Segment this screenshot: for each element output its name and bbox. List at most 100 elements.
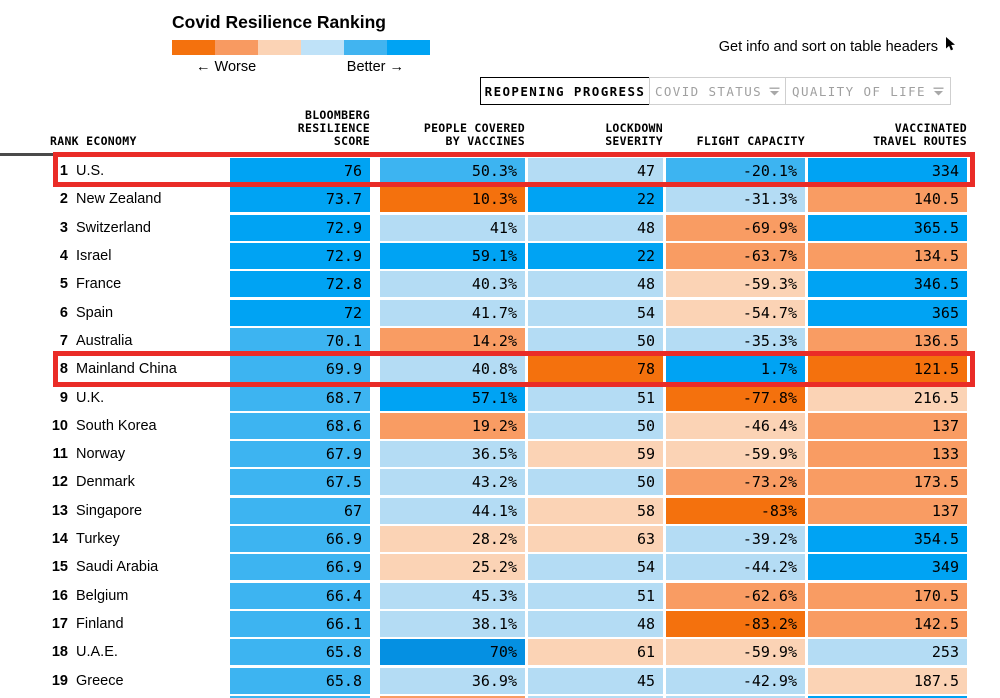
tab-label: COVID STATUS	[654, 83, 763, 99]
table-row: 6 Spain 72 41.7% 54 -54.7% 365	[40, 299, 967, 326]
score-cell: 68.6	[230, 412, 370, 439]
lockdown-cell: 54	[528, 299, 663, 326]
vaccines-cell: 41.7%	[380, 299, 525, 326]
score-cell: 67.9	[230, 441, 370, 468]
score-cell: 76	[230, 158, 370, 184]
table-row: 5 France 72.8 40.3% 48 -59.3% 346.5	[40, 271, 967, 298]
lockdown-cell: 50	[528, 327, 663, 354]
routes-cell: 253	[808, 639, 967, 666]
score-cell: 65.8	[230, 639, 370, 666]
score-cell: 66.1	[230, 611, 370, 637]
routes-cell: 216.5	[808, 384, 967, 411]
economy-cell: 19 Greece	[40, 667, 230, 694]
score-cell: 67	[230, 497, 370, 524]
rank-value: 16	[51, 587, 68, 604]
table-row: 7 Australia 70.1 14.2% 50 -35.3% 136.5	[40, 327, 967, 354]
rank-value: 8	[59, 361, 68, 378]
lockdown-cell: 22	[528, 186, 663, 213]
header-lockdown-severity[interactable]: LOCKDOWN SEVERITY	[605, 121, 663, 148]
lockdown-cell: 63	[528, 526, 663, 553]
routes-cell: 121.5	[808, 356, 967, 383]
header-people-covered[interactable]: PEOPLE COVERED BY VACCINES	[423, 121, 525, 148]
flight-cell: -54.7%	[666, 299, 805, 326]
lockdown-cell: 48	[528, 214, 663, 241]
score-cell: 68.7	[230, 384, 370, 411]
flight-cell: -69.9%	[666, 214, 805, 241]
economy-name: Switzerland	[76, 219, 151, 236]
table-row: 12 Denmark 67.5 43.2% 50 -73.2% 173.5	[40, 469, 967, 496]
header-vaccinated-routes[interactable]: VACCINATED TRAVEL ROUTES	[873, 121, 967, 148]
score-cell: 66.9	[230, 554, 370, 581]
flight-cell: -63.7%	[666, 242, 805, 269]
economy-name: South Korea	[76, 417, 157, 434]
filter-icon	[769, 84, 780, 99]
table-row: 9 U.K. 68.7 57.1% 51 -77.8% 216.5	[40, 384, 967, 411]
score-cell: 73.7	[230, 186, 370, 213]
table-body: 1 U.S. 76 50.3% 47 -20.1% 334 2 New Zeal…	[40, 158, 967, 698]
header-rank-economy[interactable]: RANK ECONOMY	[50, 134, 137, 148]
rank-value: 11	[52, 446, 68, 463]
rank-value: 1	[59, 163, 68, 179]
click-cursor-icon	[944, 37, 956, 56]
header-flight-capacity[interactable]: FLIGHT CAPACITY	[696, 134, 805, 148]
tab-label: QUALITY OF LIFE	[792, 83, 926, 99]
vaccines-cell: 28.2%	[380, 526, 525, 553]
economy-name: Saudi Arabia	[76, 559, 159, 576]
lockdown-cell: 54	[528, 554, 663, 581]
tab-quality-of-life[interactable]: QUALITY OF LIFE	[785, 77, 951, 105]
lockdown-cell: 22	[528, 242, 663, 269]
vaccines-cell: 14.2%	[380, 327, 525, 354]
legend-color-segment	[344, 40, 387, 55]
legend-color-segment	[258, 40, 301, 55]
routes-cell: 346.5	[808, 271, 967, 298]
routes-cell: 365.5	[808, 214, 967, 241]
rank-value: 17	[51, 616, 68, 632]
rank-value: 15	[51, 559, 68, 576]
economy-name: Norway	[76, 446, 126, 463]
table-row: 15 Saudi Arabia 66.9 25.2% 54 -44.2% 349	[40, 554, 967, 581]
flight-cell: -44.2%	[666, 554, 805, 581]
table-row: 16 Belgium 66.4 45.3% 51 -62.6% 170.5	[40, 582, 967, 609]
economy-name: Belgium	[76, 587, 129, 604]
economy-cell: 8 Mainland China	[40, 356, 230, 383]
legend-better-label: Better →	[346, 59, 404, 75]
vaccines-cell: 36.9%	[380, 667, 525, 694]
economy-name: Israel	[76, 247, 112, 264]
lockdown-cell	[528, 695, 663, 698]
lockdown-cell: 59	[528, 441, 663, 468]
routes-cell: 136.5	[808, 327, 967, 354]
flight-cell: 1.7%	[666, 356, 805, 383]
table-row: 2 New Zealand 73.7 10.3% 22 -31.3% 140.5	[40, 186, 967, 213]
routes-cell: 173.5	[808, 469, 967, 496]
economy-cell: 10 South Korea	[40, 412, 230, 439]
table-row: 4 Israel 72.9 59.1% 22 -63.7% 134.5	[40, 242, 967, 269]
header-resilience-score[interactable]: BLOOMBERG RESILIENCE SCORE	[297, 108, 370, 148]
routes-cell: 133	[808, 441, 967, 468]
table-top-border	[0, 153, 57, 156]
flight-cell: -20.1%	[666, 158, 805, 184]
economy-name: Denmark	[76, 474, 135, 491]
economy-cell: 12 Denmark	[40, 469, 230, 496]
routes-cell: 187.5	[808, 667, 967, 694]
economy-cell: 3 Switzerland	[40, 214, 230, 241]
economy-name: U.K.	[76, 389, 105, 406]
flight-cell: -35.3%	[666, 327, 805, 354]
routes-cell: 137	[808, 412, 967, 439]
rank-value: 12	[51, 474, 68, 491]
table-row: 13 Singapore 67 44.1% 58 -83% 137	[40, 497, 967, 524]
table-tabs: REOPENING PROGRESS COVID STATUS QUALITY …	[480, 77, 951, 105]
score-cell: 69.9	[230, 356, 370, 383]
routes-cell	[808, 695, 967, 698]
lockdown-cell: 48	[528, 611, 663, 637]
lockdown-cell: 78	[528, 356, 663, 383]
tab-reopening-progress[interactable]: REOPENING PROGRESS	[480, 77, 650, 105]
tab-covid-status[interactable]: COVID STATUS	[649, 77, 786, 105]
economy-cell: 5 France	[40, 271, 230, 298]
economy-name: Spain	[76, 304, 114, 321]
vaccines-cell	[380, 695, 525, 698]
economy-cell: 4 Israel	[40, 242, 230, 269]
color-scale-legend	[172, 40, 430, 55]
flight-cell: -39.2%	[666, 526, 805, 553]
economy-cell: 11 Norway	[40, 441, 230, 468]
vaccines-cell: 50.3%	[380, 158, 525, 184]
